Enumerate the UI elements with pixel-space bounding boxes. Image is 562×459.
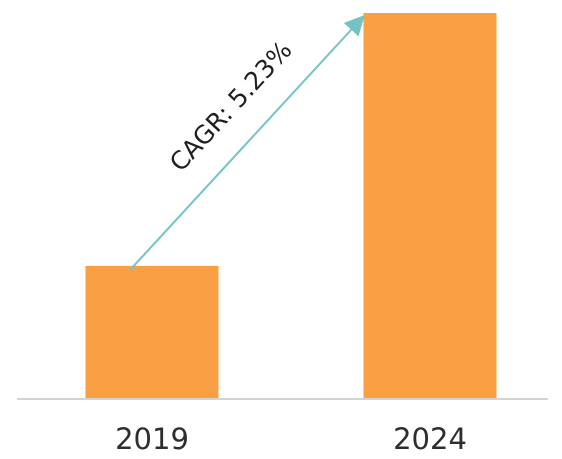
bar-2019 (85, 265, 219, 399)
x-tick-labels: 2019 2024 (115, 422, 467, 456)
bar-2024 (363, 13, 497, 399)
x-tick-label-2024: 2024 (393, 422, 467, 456)
bars-group (85, 13, 497, 399)
cagr-annotation: CAGR: 5.23% (164, 35, 298, 177)
cagr-arrow (129, 15, 365, 271)
x-tick-label-2019: 2019 (115, 422, 189, 456)
